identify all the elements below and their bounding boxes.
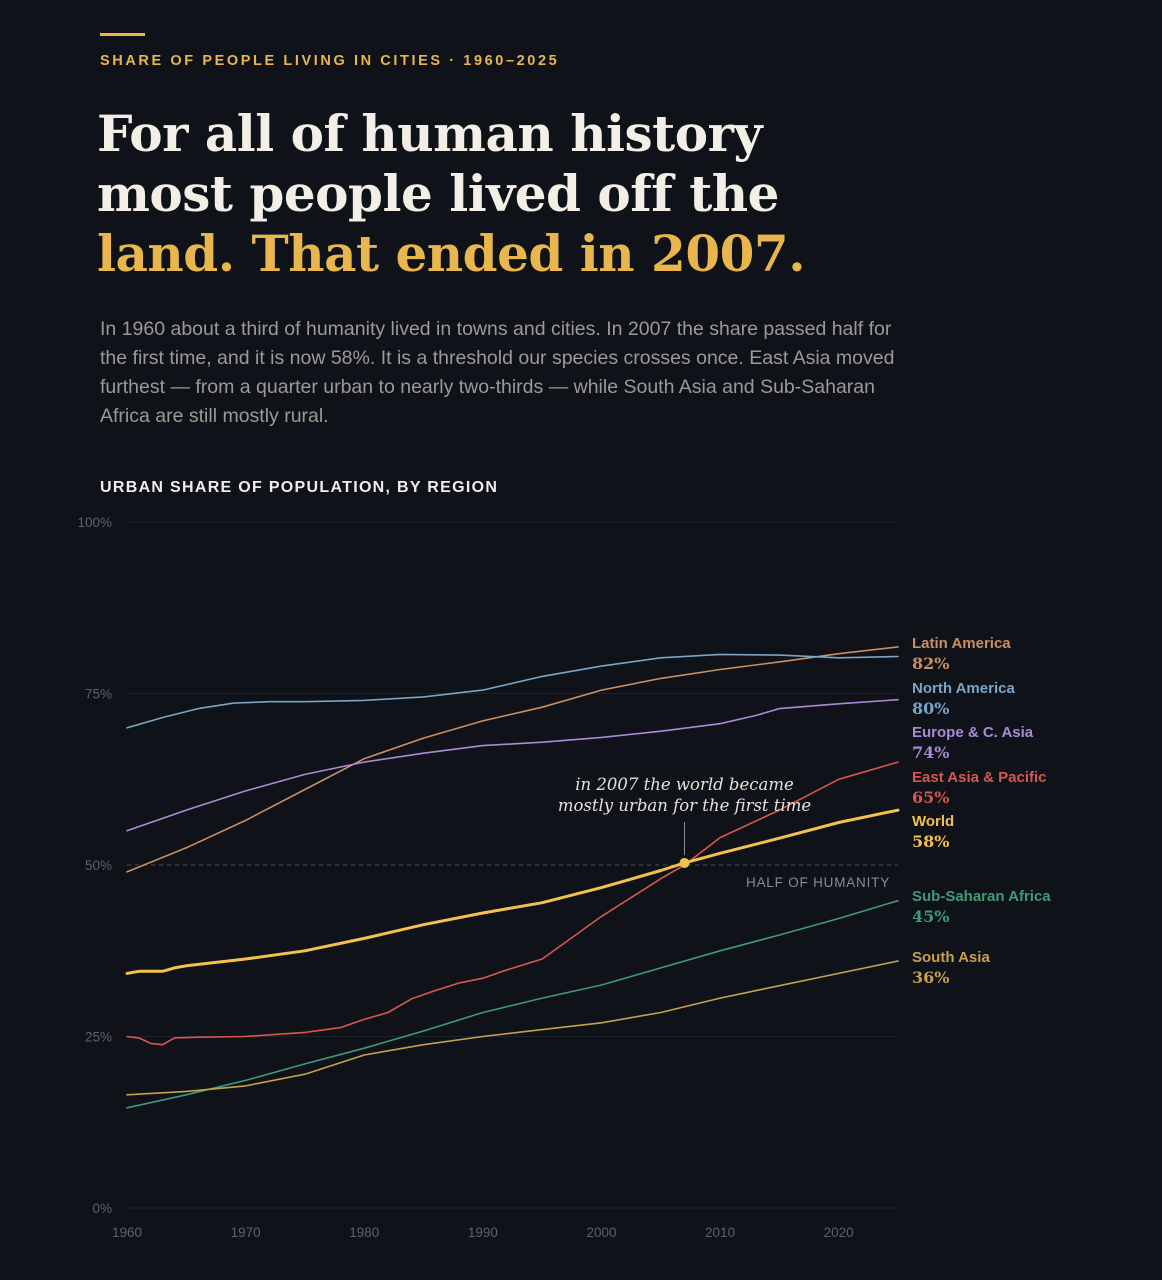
series-line-south-asia <box>126 960 899 1096</box>
series-end-value: 45% <box>912 907 949 926</box>
x-tick-label: 2010 <box>705 1225 735 1240</box>
series-name-label: North America <box>912 680 1015 697</box>
annotation-text-1: in 2007 the world became <box>575 775 794 794</box>
x-tick-label: 1990 <box>468 1225 498 1240</box>
series-line-sub-saharan-africa <box>126 899 899 1109</box>
series-lines <box>125 646 900 1109</box>
series-end-value: 58% <box>912 832 949 851</box>
series-line-north-america <box>126 653 899 729</box>
kicker-rule <box>100 33 145 36</box>
world-2007-point <box>679 857 690 868</box>
half-of-humanity-reference: HALF OF HUMANITY <box>127 864 898 890</box>
annotation-text-2: mostly urban for the first time <box>558 796 812 815</box>
urban-share-line-chart: 0% 25% 50% 75% 100% 1960 1970 1980 1990 2000 2010 2… <box>77 515 1051 1240</box>
series-line-latin-america <box>126 646 899 873</box>
series-end-value: 36% <box>912 968 949 987</box>
series-line-europe-c-asia <box>126 698 899 832</box>
series-end-value: 82% <box>912 654 949 673</box>
kicker: SHARE OF PEOPLE LIVING IN CITIES · 1960–… <box>100 53 560 69</box>
half-of-humanity-label: HALF OF HUMANITY <box>746 875 890 890</box>
headline-line-1: For all of human history <box>97 104 763 163</box>
x-tick-label: 2000 <box>586 1225 616 1240</box>
series-name-label: South Asia <box>912 949 990 966</box>
series-name-label: Europe & C. Asia <box>912 724 1034 741</box>
series-name-label: World <box>912 813 954 830</box>
series-name-label: East Asia & Pacific <box>912 769 1047 786</box>
x-tick-label: 2020 <box>824 1225 854 1240</box>
headline-highlight: land. That ended in 2007. <box>97 224 806 283</box>
x-tick-label: 1960 <box>112 1225 142 1240</box>
x-tick-label: 1970 <box>231 1225 261 1240</box>
series-end-labels: Latin America 82% North America 80% Europe &… <box>912 635 1051 987</box>
series-end-value: 80% <box>912 699 949 718</box>
series-line-world <box>125 808 900 975</box>
headline: For all of human history most people liv… <box>97 104 997 284</box>
series-end-value: 65% <box>912 788 949 807</box>
y-tick-label: 50% <box>85 858 112 873</box>
chart-title: URBAN SHARE OF POPULATION, BY REGION <box>100 479 499 496</box>
series-name-label: Sub-Saharan Africa <box>912 888 1051 905</box>
y-tick-label: 100% <box>77 515 112 530</box>
headline-line-2: most people lived off the <box>97 164 779 223</box>
x-tick-label: 1980 <box>349 1225 379 1240</box>
y-tick-label: 75% <box>85 687 112 702</box>
series-end-value: 74% <box>912 743 949 762</box>
y-tick-label: 25% <box>85 1030 112 1045</box>
deck-paragraph: In 1960 about a third of humanity lived … <box>100 318 895 427</box>
series-name-label: Latin America <box>912 635 1011 652</box>
y-tick-label: 0% <box>92 1201 112 1216</box>
annotation: in 2007 the world became mostly urban for… <box>558 775 812 868</box>
axes: 0% 25% 50% 75% 100% 1960 1970 1980 1990 2000 2010 2… <box>77 515 853 1240</box>
